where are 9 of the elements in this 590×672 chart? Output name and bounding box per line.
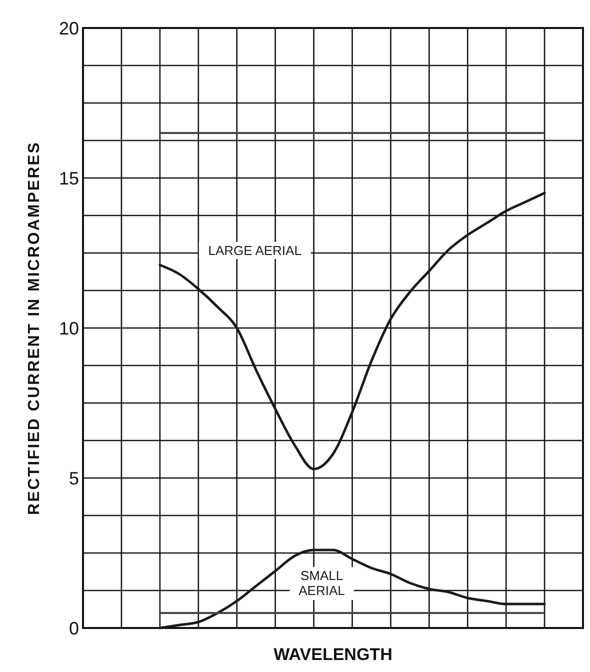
y-axis-title: RECTIFIED CURRENT IN MICROAMPERES: [26, 141, 43, 515]
y-tick-label: 10: [58, 318, 79, 338]
text: LARGE AERIAL: [208, 243, 302, 258]
series-label: SMALL AERIAL: [298, 568, 345, 598]
y-tick-label: 5: [68, 468, 79, 488]
y-tick-label: 0: [68, 618, 79, 638]
x-axis-title: WAVELENGTH: [274, 645, 392, 664]
y-tick-label: 15: [58, 168, 79, 188]
y-tick-label: 20: [58, 18, 79, 38]
